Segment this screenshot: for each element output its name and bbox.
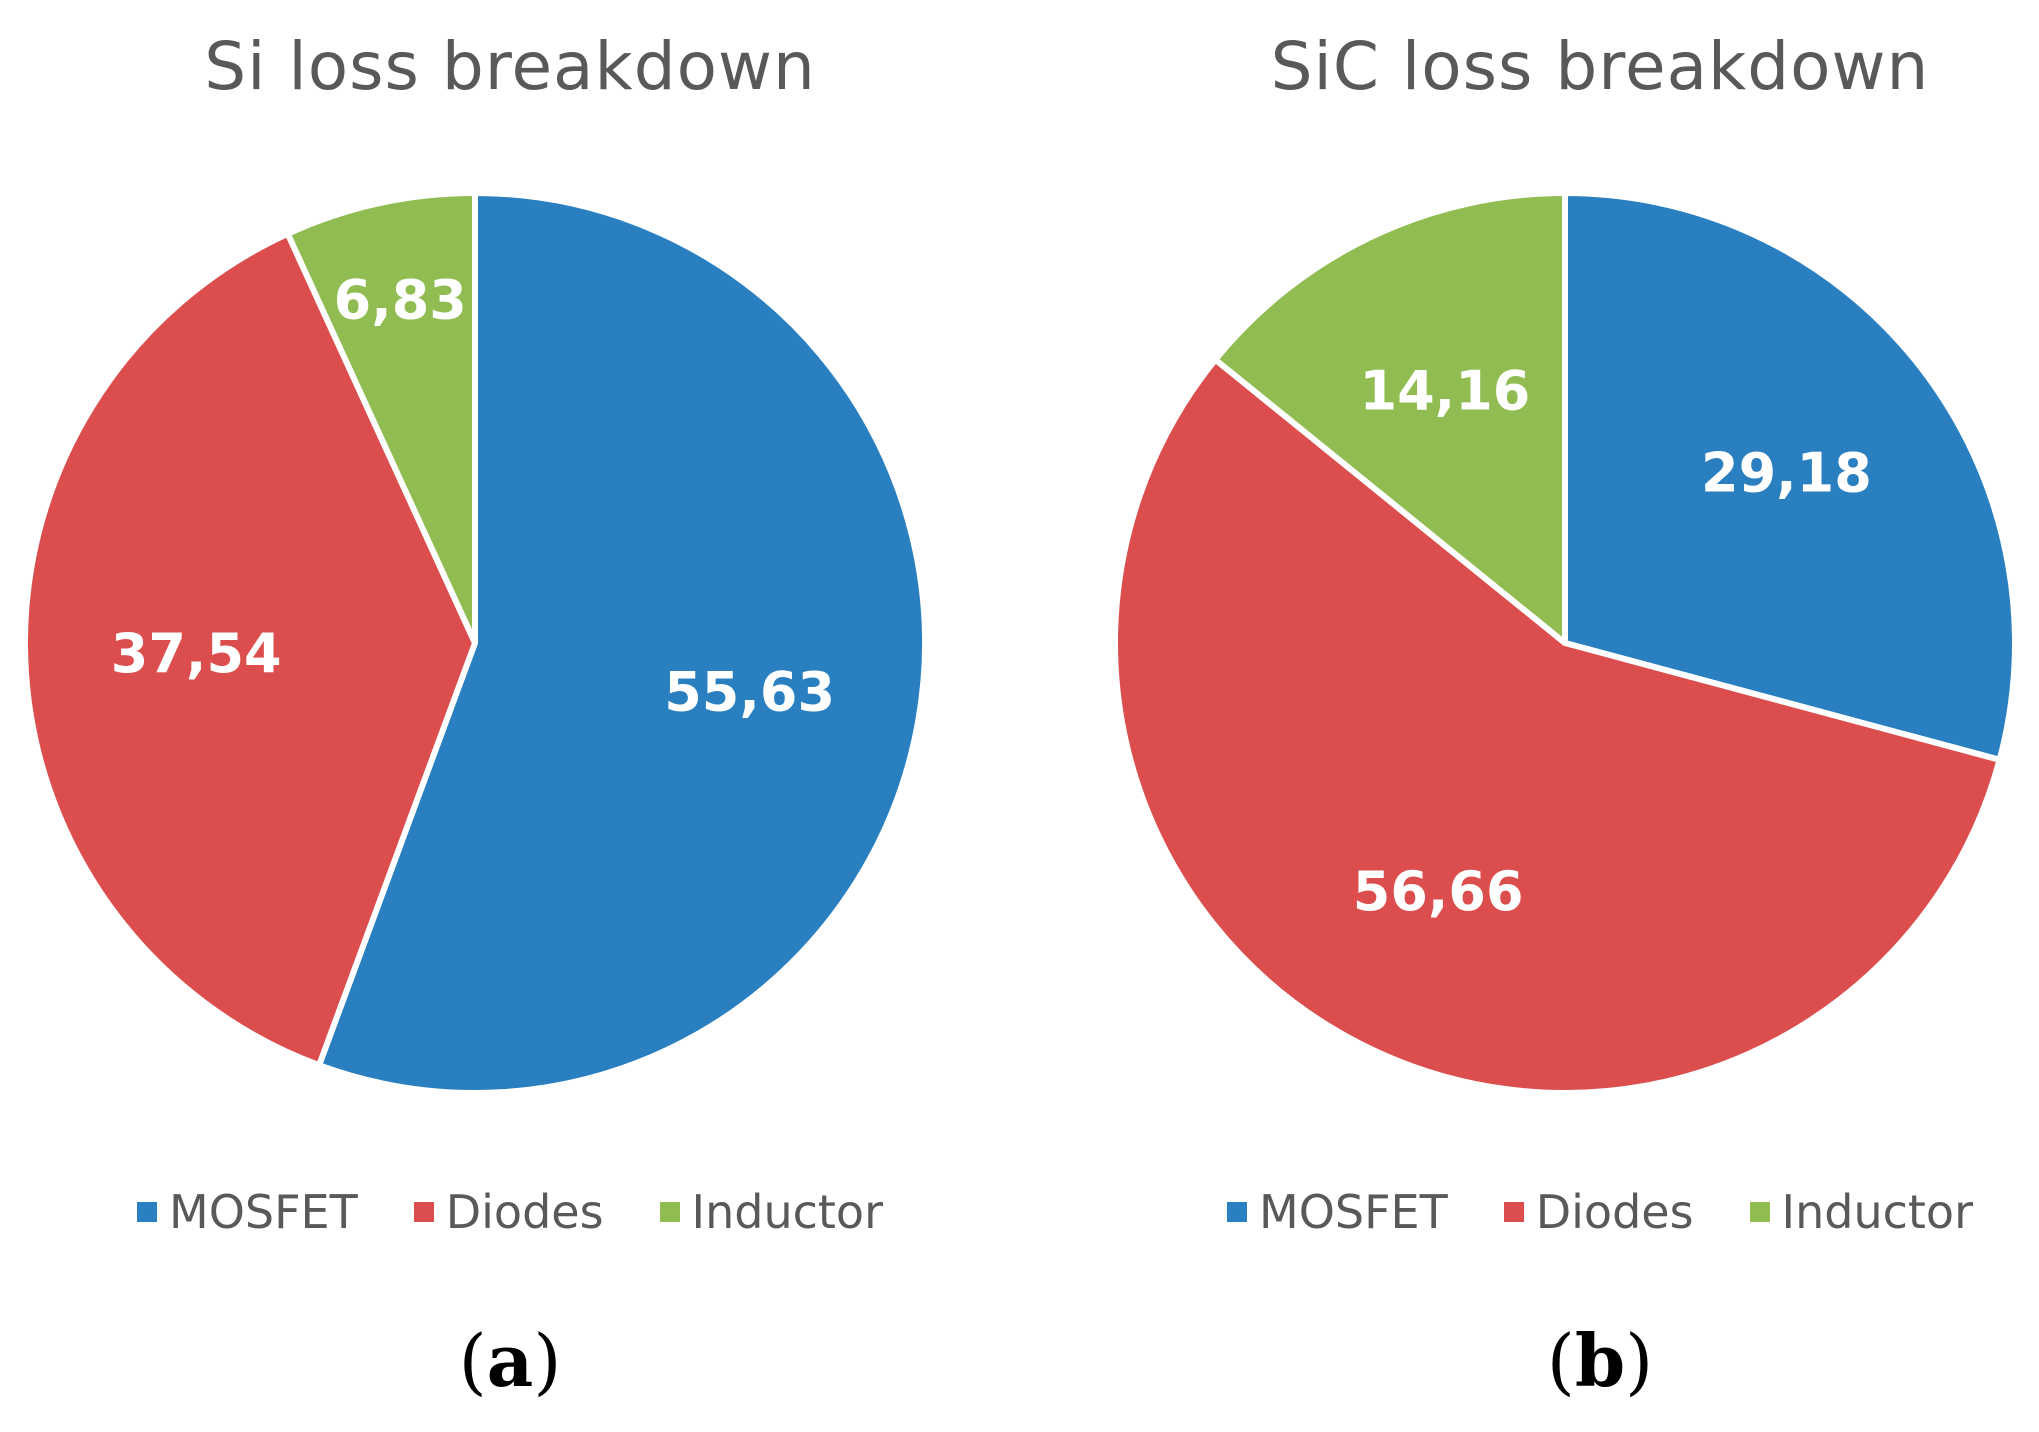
pie-slice-inductor (284, 190, 478, 646)
legend-label-diodes: Diodes (1535, 1185, 1694, 1239)
pie-slice-mosfet (1562, 190, 2018, 763)
legend-item-diodes: Diodes (1503, 1185, 1694, 1239)
legend-swatch-diodes (413, 1202, 434, 1222)
data-label-mosfet: 55,63 (664, 661, 835, 724)
pie-slice-diodes (1112, 356, 2003, 1096)
pie-chart-b: 29,18 56,66 14,16 (1112, 190, 2018, 1096)
data-label-diodes: 56,66 (1353, 860, 1524, 923)
caption-letter-b: b (1574, 1318, 1626, 1403)
caption-a: (a) (458, 1318, 562, 1403)
data-label-diodes: 37,54 (111, 622, 282, 685)
legend-swatch-mosfet (137, 1202, 157, 1222)
chart-panel-b: SiC loss breakdown 29,18 56,66 14,16 MOSFE… (1090, 0, 2039, 1432)
pie-slice-diodes (22, 230, 478, 1069)
data-label-inductor: 6,83 (334, 269, 467, 332)
legend-label-inductor: Inductor (1781, 1185, 1973, 1239)
legend-item-inductor: Inductor (659, 1185, 883, 1239)
legend-b: MOSFET Diodes Inductor (1090, 1185, 2039, 1239)
caption-letter-a: a (486, 1318, 534, 1403)
chart-panel-a: Si loss breakdown 55,63 37,54 6,83 MOSFET … (0, 28, 1020, 1403)
legend-label-mosfet: MOSFET (1259, 1185, 1448, 1239)
legend-swatch-inductor (659, 1202, 680, 1222)
legend-label-diodes: Diodes (445, 1185, 604, 1239)
legend-swatch-diodes (1503, 1202, 1524, 1222)
legend-a: MOSFET Diodes Inductor (0, 1185, 1020, 1239)
data-label-mosfet: 29,18 (1701, 442, 1872, 505)
legend-swatch-inductor (1749, 1202, 1770, 1222)
caption-b: (b) (1546, 1318, 1654, 1403)
legend-item-mosfet: MOSFET (1227, 1185, 1448, 1239)
chart-title-b: SiC loss breakdown (1270, 28, 1930, 105)
data-label-inductor: 14,16 (1360, 360, 1531, 423)
pie-slice-mosfet (316, 190, 928, 1096)
legend-item-mosfet: MOSFET (137, 1185, 358, 1239)
legend-item-diodes: Diodes (413, 1185, 604, 1239)
legend-label-mosfet: MOSFET (169, 1185, 358, 1239)
pie-chart-a: 55,63 37,54 6,83 (22, 190, 928, 1096)
chart-title-a: Si loss breakdown (204, 28, 816, 105)
pie-slice-inductor (1212, 190, 1568, 646)
legend-item-inductor: Inductor (1749, 1185, 1973, 1239)
legend-swatch-mosfet (1227, 1202, 1247, 1222)
legend-label-inductor: Inductor (691, 1185, 883, 1239)
